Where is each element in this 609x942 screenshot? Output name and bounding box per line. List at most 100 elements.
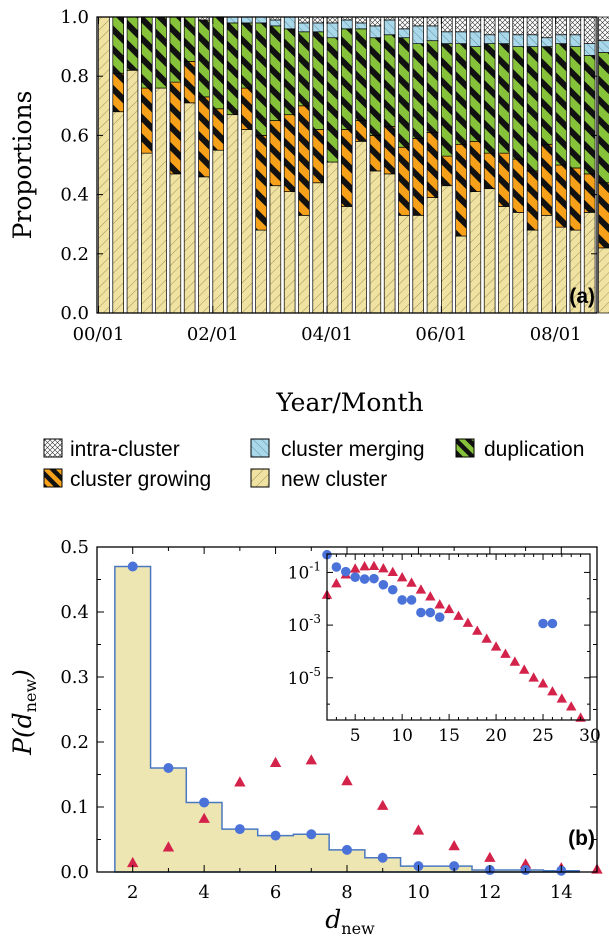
plot-a-frame	[96, 16, 598, 314]
inset-triangle-point	[406, 577, 417, 587]
triangle-point	[198, 812, 210, 823]
circle-point	[270, 830, 281, 841]
bar-duplication-21	[398, 37, 410, 148]
bar-growing-15	[312, 129, 325, 184]
bar-intra-15	[312, 16, 325, 24]
bar-new-22	[412, 214, 425, 314]
triangle-point	[269, 756, 282, 767]
y-tick-label-b: 0.1	[60, 797, 89, 818]
bar-merging-33	[569, 34, 582, 47]
bar-merging-22	[412, 25, 425, 44]
triangle-point	[377, 799, 389, 810]
bar-new-0	[98, 16, 110, 314]
bar-duplication-15	[312, 31, 325, 130]
inset-circle-point	[350, 572, 360, 582]
inset-triangle-point	[537, 678, 549, 688]
inset-circle-point	[416, 607, 426, 618]
bar-growing-13	[283, 114, 296, 192]
bar-new-29	[512, 212, 524, 314]
y-axis-ticks: 0.0 0.2 0.4 0.6 0.8 1.0	[60, 7, 597, 324]
inset-x-tick-label: 30	[579, 726, 601, 746]
bar-duplication-2	[126, 16, 139, 71]
inset-triangle-point	[490, 641, 502, 651]
bar-merging-27	[483, 34, 496, 44]
x-tick-label-b: 8	[341, 882, 352, 903]
circle-point	[234, 824, 245, 835]
bar-duplication-25	[455, 43, 467, 145]
bar-new-2	[126, 69, 139, 314]
y-axis-label-a: Proportions	[8, 91, 37, 240]
bar-intra-30	[526, 16, 539, 36]
bar-intra-27	[483, 16, 496, 36]
bar-growing-21	[398, 146, 410, 216]
bar-merging-19	[369, 25, 382, 39]
bar-intra-33	[569, 16, 582, 36]
x-axis-ticks-b: 2 4 6 8 10 12 14	[96, 547, 598, 903]
bar-new-23	[426, 197, 439, 314]
inset-triangle-point	[349, 563, 361, 573]
x-tick-label: 00/01	[73, 324, 125, 345]
y-tick-label: 1.0	[60, 7, 89, 28]
x-axis-label-a: Year/Month	[275, 388, 423, 417]
bar-merging-25	[455, 31, 467, 44]
y-tick-label-b: 0.5	[60, 537, 89, 558]
bar-duplication-27	[483, 43, 496, 154]
legend-swatch-cluster-growing	[43, 468, 63, 488]
legend-item-cluster-growing: cluster growing	[43, 468, 211, 491]
inset-triangle-point	[378, 563, 389, 573]
bar-duplication-24	[441, 43, 453, 157]
circle-point	[449, 861, 460, 872]
bar-intra-18	[355, 16, 367, 24]
inset-circle-point	[340, 566, 351, 577]
bar-new-24	[441, 185, 453, 314]
inset-circle-point	[369, 573, 379, 584]
bar-merging-11	[255, 16, 267, 24]
panel-a: 0.00.20.40.60.81.0 00/01 02/01 04/01 06/01 0…	[8, 7, 609, 491]
inset-circle-point	[434, 612, 445, 622]
bar-new-6	[183, 102, 196, 314]
legend-item-intra-cluster: intra-cluster	[43, 438, 180, 461]
legend-label-duplication: duplication	[484, 438, 584, 461]
y-tick-label: 0.4	[60, 185, 89, 206]
bar-new-1	[112, 111, 125, 314]
bar-new-26	[469, 191, 482, 314]
bar-growing-17	[341, 129, 353, 207]
bar-duplication-7	[198, 19, 210, 98]
inset-y-tick-label: 10-1	[288, 559, 321, 583]
bar-new-12	[269, 185, 282, 314]
bar-new-10	[241, 129, 253, 314]
bar-new-5	[169, 173, 182, 314]
bar-intra-16	[326, 16, 339, 24]
y-axis-label-b: P(dnew)	[8, 669, 40, 756]
y-tick-label-b: 0.4	[60, 602, 89, 623]
inset-triangle-point	[481, 633, 492, 643]
bar-duplication-30	[526, 46, 539, 172]
bar-duplication-23	[426, 40, 439, 133]
x-tick-label: 02/01	[187, 324, 239, 345]
inset-triangle-point	[519, 664, 530, 674]
legend-swatch-duplication	[455, 438, 475, 458]
x-tick-label-b: 2	[127, 882, 138, 903]
inset-triangle-point	[547, 686, 558, 696]
y-tick-label-b: 0.2	[60, 732, 89, 753]
x-tick-label-b: 4	[198, 882, 209, 903]
bar-merging-18	[355, 22, 367, 30]
x-axis-ticks: 00/01 02/01 04/01 06/01 08/01	[73, 17, 582, 345]
bar-duplication-18	[355, 28, 367, 121]
x-axis-label-b-sub: new	[341, 919, 375, 938]
triangle-point	[341, 775, 353, 786]
inset-triangle-point	[528, 672, 539, 682]
bar-duplication-4	[155, 16, 167, 89]
inset-triangle-point	[453, 610, 464, 620]
bar-duplication-14	[298, 31, 310, 107]
y-tick-label: 0.6	[60, 125, 89, 146]
y-tick-label: 0.2	[60, 244, 89, 265]
bar-duplication-19	[369, 37, 382, 136]
inset-circle-point	[397, 595, 407, 605]
x-tick-label-b: 6	[270, 882, 281, 903]
bar-growing-19	[369, 135, 382, 172]
triangle-point	[234, 776, 246, 787]
bar-duplication-17	[341, 28, 353, 130]
bar-growing-20	[383, 126, 396, 175]
legend-label-cluster-growing: cluster growing	[70, 468, 211, 491]
